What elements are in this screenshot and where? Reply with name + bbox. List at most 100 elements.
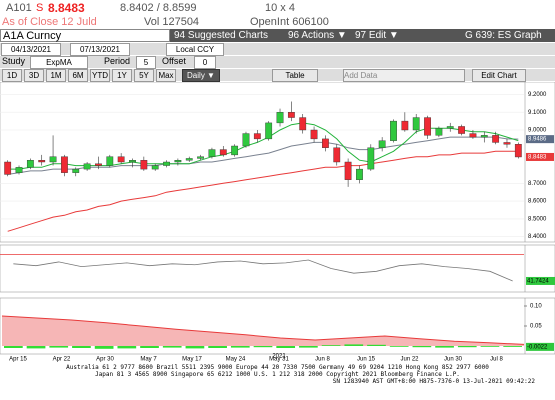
moving-average — [7, 122, 519, 170]
edit[interactable]: 97 Edit ▼ — [355, 30, 399, 41]
security[interactable]: A1A Curncy — [0, 29, 170, 42]
candle-body — [253, 133, 261, 140]
candle-body — [503, 142, 511, 145]
actions[interactable]: 96 Actions ▼ — [288, 30, 347, 41]
footer-line: SN 1283940 AST GMT+8:00 H875-7376-0 13-J… — [332, 378, 535, 385]
macd-bar — [299, 346, 318, 348]
candle-body — [446, 126, 454, 129]
macd-bar — [94, 346, 114, 349]
x-tick-label: May 24 — [226, 357, 246, 363]
range-button[interactable]: 5Y — [134, 69, 154, 82]
candle-body — [412, 117, 420, 131]
price-box — [526, 135, 554, 144]
x-tick-label: Jun 22 — [400, 357, 419, 363]
range-button[interactable]: 1D — [2, 69, 22, 82]
range-button[interactable]: 1Y — [112, 69, 132, 82]
candle-body — [219, 149, 227, 156]
macd-bar — [344, 344, 364, 346]
candle-body — [163, 161, 170, 166]
x-tick-label: Jun 15 — [357, 357, 376, 363]
graph-name: G 639: ES Graph — [465, 30, 542, 41]
study-label: Study — [2, 56, 26, 66]
table-button[interactable]: Table — [272, 69, 318, 82]
macd-bar — [435, 346, 454, 348]
candle-body — [129, 160, 136, 163]
x-tick-label: Jun 30 — [444, 357, 463, 363]
range-row: Daily ▼ Table Add Data Edit Chart 1D 3D 1M… — [0, 69, 555, 82]
start-date[interactable]: 04/13/2021 — [1, 43, 61, 56]
panel — [0, 82, 555, 243]
macd-bar — [230, 346, 250, 348]
macd-box — [526, 342, 554, 351]
offset-label: Offset — [162, 56, 186, 66]
x-tick-label: Jul 8 — [490, 357, 503, 363]
add-data[interactable]: Add Data — [343, 69, 465, 82]
candle-body — [38, 160, 46, 163]
suggested-charts[interactable]: 94 Suggested Charts — [174, 30, 268, 41]
range-button[interactable]: 1M — [46, 69, 66, 82]
y-tick-label: 9.1000 — [528, 110, 547, 116]
bid-ask: 8.8402 / 8.8599 — [120, 2, 197, 14]
candle-body — [469, 133, 477, 138]
end-date[interactable]: 07/13/2021 — [70, 43, 130, 56]
ticker: A101 — [6, 2, 32, 14]
macd-line — [1, 315, 525, 345]
macd-bar — [367, 344, 386, 346]
candle-body — [26, 160, 34, 168]
rsi-line — [13, 259, 513, 282]
x-tick-label: Jun 8 — [315, 357, 330, 363]
quote-bar: A101 S 8.8483 8.8402 / 8.8599 10 x 4 — [0, 0, 555, 16]
range-button[interactable]: 6M — [68, 69, 88, 82]
macd-bar — [162, 346, 182, 348]
candle-body — [197, 156, 204, 159]
x-year-label: 2021 — [272, 354, 286, 360]
candle-body — [15, 167, 23, 173]
candle-body — [49, 156, 57, 163]
rsi-label: 41.7424 — [527, 279, 549, 285]
macd-bar — [4, 346, 23, 348]
price-box-label: 8.8483 — [528, 155, 547, 161]
candle-body — [424, 117, 431, 136]
y-tick-label: 9.2000 — [528, 92, 547, 98]
candle-body — [390, 120, 397, 141]
moving-average — [7, 136, 519, 175]
candle-body — [401, 120, 409, 131]
macd-bar — [480, 346, 500, 347]
period[interactable]: 5 — [136, 56, 156, 69]
candle-body — [106, 156, 114, 166]
candle-body — [514, 144, 522, 158]
range-button[interactable]: Max — [156, 69, 176, 82]
offset[interactable]: 0 — [194, 56, 216, 69]
range-button[interactable]: 3D — [24, 69, 44, 82]
macd-bar — [457, 346, 477, 348]
study[interactable]: ExpMA — [30, 56, 88, 69]
x-tick-label: May 17 — [182, 357, 202, 363]
macd-bar — [253, 346, 273, 348]
panel — [0, 244, 555, 293]
range-button[interactable]: YTD — [90, 69, 110, 82]
size: 10 x 4 — [265, 2, 295, 14]
as-of: As of Close 12 Juld — [2, 16, 97, 28]
frequency[interactable]: Daily ▼ — [182, 69, 220, 82]
x-tick-label: Apr 15 — [9, 357, 27, 363]
candle-body — [356, 168, 363, 180]
candle-body — [492, 135, 500, 143]
footer-line: Australia 61 2 9777 8600 Brazil 5511 239… — [66, 364, 489, 371]
x-tick-label: May 7 — [140, 357, 157, 363]
y-tick-label: 8.5000 — [528, 216, 547, 222]
macd-bar — [503, 346, 522, 347]
moving-average — [7, 150, 519, 232]
candle-body — [174, 160, 182, 163]
y-tick-label: 9.0000 — [528, 128, 547, 134]
candle-body — [83, 163, 91, 170]
y-tick-label: 8.4000 — [528, 234, 547, 240]
edit-chart[interactable]: Edit Chart — [472, 69, 526, 82]
x-tick-label: May 31 — [269, 357, 289, 363]
macd-bar — [117, 346, 137, 349]
last-price: 8.8483 — [48, 1, 85, 15]
candle-body — [72, 168, 80, 173]
currency[interactable]: Local CCY — [166, 43, 224, 56]
candle-body — [117, 156, 125, 163]
candle-body — [185, 158, 193, 161]
candle-body — [276, 112, 284, 124]
